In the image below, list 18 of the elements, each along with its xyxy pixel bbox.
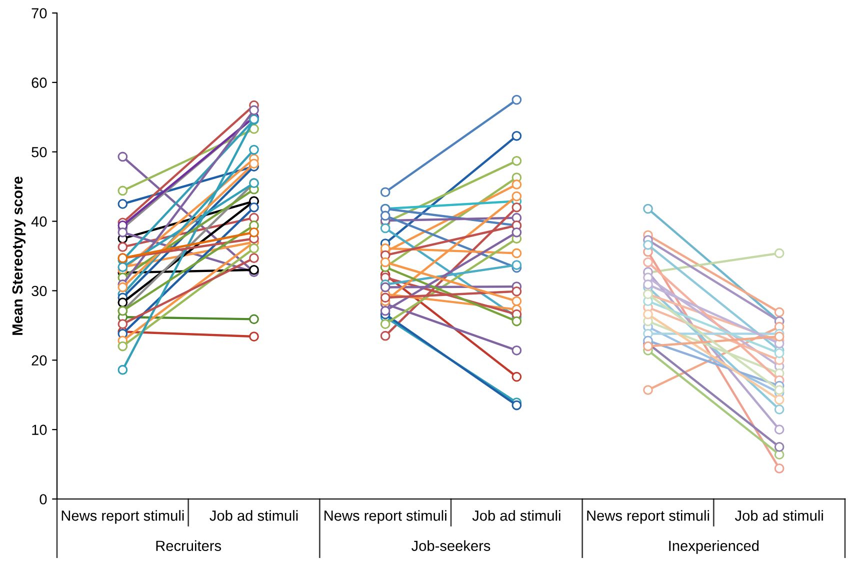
y-tick-label: 70 (32, 8, 47, 18)
x-tick-label: News report stimuli (324, 510, 446, 524)
x-tick-label: Job ad stimuli (472, 510, 560, 521)
y-tick-label: 60 (32, 78, 47, 88)
text: Job-seekers (412, 540, 490, 552)
x-tick-label: Job ad stimuli (210, 510, 298, 521)
y-tick-label: 20 (32, 355, 47, 366)
text: Inexperienced (669, 540, 759, 554)
x-tick-label: News report stimuli (587, 510, 710, 524)
y-axis-title: Mean Stereotypy score (12, 176, 26, 335)
x-tick-label: Job ad stimuli (734, 510, 823, 521)
y-tick-label: 0 (40, 494, 47, 504)
text: Recruiters (156, 540, 222, 552)
y-tick-label: 30 (32, 286, 47, 296)
x-tick-label: News report stimuli (62, 510, 184, 524)
y-tick-label: 50 (32, 146, 47, 158)
y-tick-label: 10 (32, 424, 47, 435)
y-tick-label: 40 (31, 216, 47, 227)
